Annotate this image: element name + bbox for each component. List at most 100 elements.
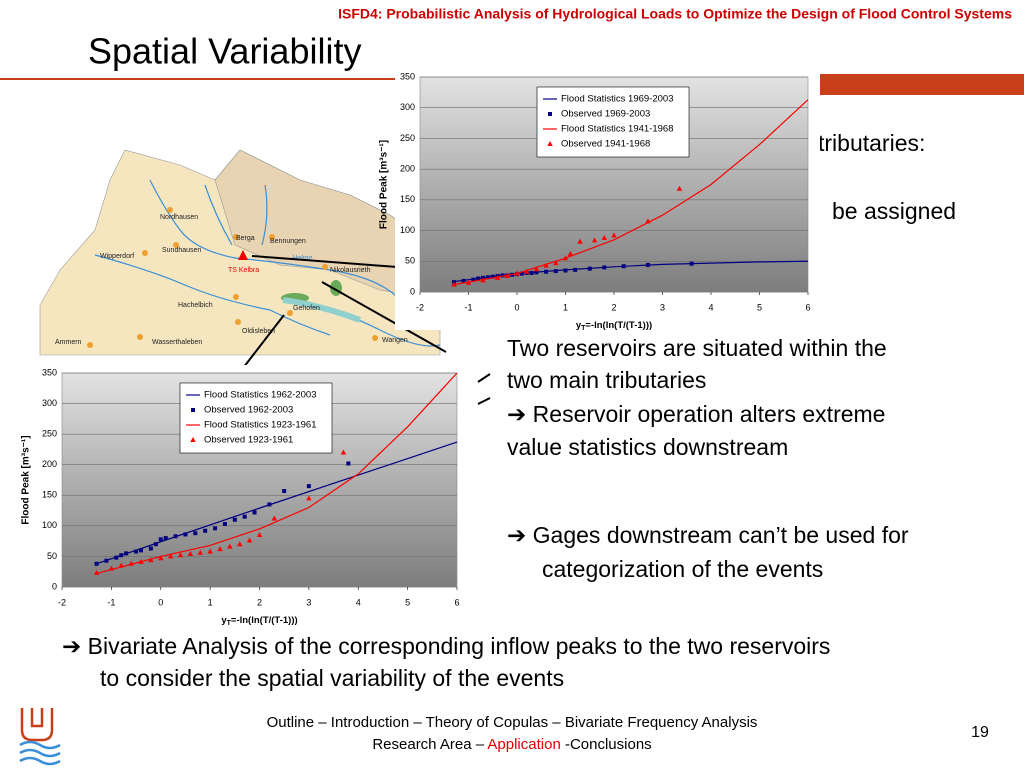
data-point xyxy=(553,269,558,274)
data-point xyxy=(306,484,311,489)
x-tick-label: 6 xyxy=(805,302,810,312)
conclusion-text: to consider the spatial variability of t… xyxy=(100,665,564,691)
data-point xyxy=(494,274,501,280)
data-point xyxy=(490,274,495,279)
x-tick-label: 1 xyxy=(563,302,568,312)
data-point xyxy=(471,277,476,282)
x-tick-label: -2 xyxy=(58,597,66,607)
map xyxy=(39,145,441,356)
page-number: 19 xyxy=(971,724,989,741)
x-tick-label: -1 xyxy=(464,302,472,312)
series-line xyxy=(96,372,458,575)
data-point xyxy=(451,281,457,287)
data-point xyxy=(689,261,694,266)
data-point xyxy=(514,270,520,276)
data-point xyxy=(267,502,272,507)
x-tick-label: 2 xyxy=(257,597,262,607)
data-point xyxy=(124,551,129,556)
x-label-part: =-ln(ln(T/(T-1))) xyxy=(231,615,298,626)
data-point xyxy=(504,273,510,279)
y-tick-label: 100 xyxy=(400,225,415,235)
y-tick-label: 0 xyxy=(410,286,415,296)
data-point xyxy=(94,561,99,566)
footer-nav: Outline – Introduction – Theory of Copul… xyxy=(267,714,758,731)
x-label-part: y xyxy=(576,320,582,331)
data-point xyxy=(567,250,574,256)
x-label-sub: T xyxy=(581,325,586,332)
map-label: Oldisleben xyxy=(242,328,275,335)
data-point xyxy=(183,532,188,537)
data-point xyxy=(242,514,247,519)
bullet-text: value statistics downstream xyxy=(507,434,788,460)
legend xyxy=(179,382,333,454)
legend-swatch xyxy=(190,437,196,442)
data-point xyxy=(480,277,486,283)
legend-label: Flood Statistics 1969-2003 xyxy=(561,94,673,105)
x-tick-label: 0 xyxy=(158,597,163,607)
y-tick-label: 150 xyxy=(42,490,57,500)
data-point xyxy=(485,275,490,280)
x-tick-label: 4 xyxy=(356,597,361,607)
data-point xyxy=(187,550,194,556)
connector-lines xyxy=(239,255,491,405)
legend-label: Observed 1941-1968 xyxy=(561,139,650,150)
series-line xyxy=(453,99,809,286)
x-tick-label: 5 xyxy=(757,302,762,312)
data-point xyxy=(543,262,549,268)
map-label: TS Kelbra xyxy=(228,267,259,274)
data-point xyxy=(237,541,243,547)
map-label: Wipperdorf xyxy=(100,253,134,260)
data-point xyxy=(645,262,650,267)
data-point xyxy=(158,537,163,542)
text-fragment: tributaries: xyxy=(818,130,925,156)
y-tick-label: 200 xyxy=(400,164,415,174)
logo xyxy=(19,708,61,766)
data-point xyxy=(621,264,626,269)
data-point xyxy=(197,549,203,555)
legend-label: Observed 1962-2003 xyxy=(204,405,293,416)
map-label: Nikolausrieth xyxy=(330,267,371,274)
map-label: Ammern xyxy=(55,339,82,346)
data-point xyxy=(577,238,583,244)
data-point xyxy=(222,522,227,527)
data-point xyxy=(232,517,237,522)
data-point xyxy=(217,546,223,552)
data-point xyxy=(602,265,607,270)
footer-item-active: Application xyxy=(487,736,560,753)
data-point xyxy=(256,532,263,538)
footer-item: Research Area – xyxy=(372,736,487,753)
legend-swatch xyxy=(191,408,195,412)
data-point xyxy=(340,449,347,455)
data-point xyxy=(465,279,472,285)
y-tick-label: 300 xyxy=(400,102,415,112)
footer-nav: Research Area – Application -Conclusions xyxy=(372,736,651,753)
data-point xyxy=(271,515,278,521)
data-point xyxy=(203,528,208,533)
data-point xyxy=(563,268,568,273)
title-bar xyxy=(800,74,1024,95)
data-point xyxy=(213,526,218,531)
x-tick-label: 2 xyxy=(611,302,616,312)
legend-label: Flood Statistics 1941-1968 xyxy=(561,124,673,135)
data-point xyxy=(529,270,534,275)
map-label: Helme xyxy=(292,255,312,262)
map-label: Wangen xyxy=(382,337,408,344)
data-point xyxy=(676,185,683,191)
x-tick-label: 1 xyxy=(208,597,213,607)
y-tick-label: 250 xyxy=(400,133,415,143)
x-tick-label: -1 xyxy=(107,597,115,607)
map-label: Nordhausen xyxy=(160,214,198,221)
data-point xyxy=(562,255,569,261)
legend-label: Flood Statistics 1962-2003 xyxy=(204,390,316,401)
x-axis-label: yT=-ln(ln(T/(T-1))) xyxy=(576,320,652,332)
legend-label: Observed 1969-2003 xyxy=(561,109,650,120)
legend-label: Flood Statistics 1923-1961 xyxy=(204,420,316,431)
data-point xyxy=(93,569,100,575)
x-tick-label: -2 xyxy=(416,302,424,312)
bullet-text: ➔ Gages downstream can’t be used for xyxy=(507,522,909,548)
data-point xyxy=(611,232,617,238)
y-tick-label: 150 xyxy=(400,194,415,204)
data-point xyxy=(246,537,253,543)
data-point xyxy=(173,534,178,539)
data-point xyxy=(167,553,174,559)
